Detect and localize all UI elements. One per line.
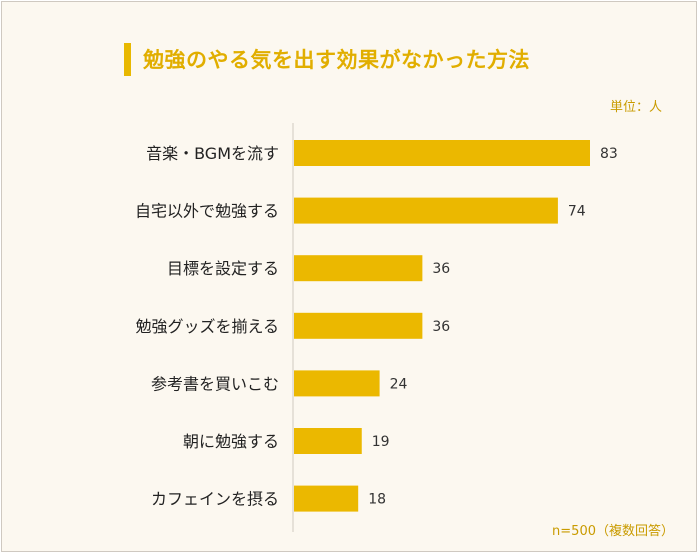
bar — [294, 485, 359, 512]
chart-title: 勉強のやる気を出す効果がなかった方法 — [143, 48, 530, 72]
bar — [294, 140, 590, 166]
bar — [294, 197, 558, 224]
sample-note: n=500（複数回答） — [552, 524, 674, 539]
category-label: 音楽・BGMを流す — [146, 144, 279, 163]
value-label: 19 — [372, 434, 390, 450]
unit-label: 単位：人 — [609, 100, 662, 115]
value-label: 24 — [390, 376, 408, 392]
value-label: 18 — [368, 492, 386, 508]
value-label: 36 — [432, 319, 450, 335]
bars-group: 音楽・BGMを流す 83 自宅以外で勉強する 74 目標を設定する 36 勉強グッズを揃える… — [135, 140, 618, 512]
category-label: 朝に勉強する — [183, 432, 279, 451]
value-label: 74 — [568, 204, 586, 220]
title-block: 勉強のやる気を出す効果がなかった方法 — [124, 42, 530, 76]
value-label: 36 — [432, 261, 450, 277]
category-label: 参考書を買いこむ — [151, 374, 279, 393]
category-label: 自宅以外で勉強する — [135, 202, 279, 221]
bar — [294, 428, 362, 454]
category-label: カフェインを摂る — [151, 490, 279, 509]
title-accent-bar — [124, 42, 131, 76]
bar — [294, 255, 423, 282]
category-label: 目標を設定する — [167, 259, 279, 278]
category-label: 勉強グッズを揃える — [135, 317, 279, 336]
value-label: 83 — [600, 146, 618, 162]
bar — [294, 312, 423, 339]
bar — [294, 370, 380, 397]
